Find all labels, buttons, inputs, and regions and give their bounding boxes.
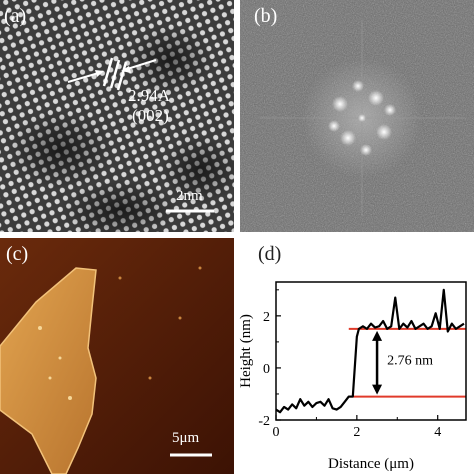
panel-label-b: (b)	[254, 5, 278, 27]
x-tick-label: 4	[434, 425, 441, 440]
height-profile-line	[275, 288, 465, 414]
arrow-head-down	[372, 384, 383, 395]
afm-image	[0, 238, 234, 474]
panel-label-c: (c)	[6, 243, 29, 265]
diffraction-spots	[328, 80, 396, 156]
scale-bar-label: 5μm	[172, 430, 200, 446]
height-profile-panel: 2.76 nm 0 2 4 -2 0 2 Distance (μm) Height (nm…	[234, 238, 474, 474]
plot-frame	[275, 281, 467, 421]
x-tick-label: 2	[353, 425, 360, 440]
hrtem-panel: (a) 2.94A (002) 2nm	[0, 0, 234, 232]
x-axis-label: Distance (μm)	[328, 456, 414, 472]
arrow-head-up	[372, 330, 383, 341]
d-spacing-label: 2.94A	[128, 86, 171, 105]
fft-pattern	[240, 0, 474, 232]
x-tick-label: 0	[273, 425, 280, 440]
y-tick-label: -2	[258, 414, 270, 429]
afm-panel: (c) 5μm	[0, 238, 234, 474]
y-axis-label: Height (nm)	[238, 314, 254, 388]
y-tick-label: 2	[263, 310, 270, 325]
panel-label-a: (a)	[4, 5, 27, 27]
lattice-image	[0, 0, 234, 232]
annotation-layer: 2.76 nm	[372, 330, 433, 395]
height-annotation: 2.76 nm	[387, 354, 433, 369]
series-layer	[275, 288, 465, 414]
y-tick-label: 0	[263, 362, 270, 377]
lattice-spacing-marker	[67, 57, 157, 91]
fft-panel: (b)	[240, 0, 474, 232]
height-profile-chart: 2.76 nm 0 2 4-202 Distance (μm) Height (nm…	[238, 281, 467, 472]
scale-bar-label: 2nm	[176, 188, 203, 204]
flake-region	[0, 267, 97, 474]
crystal-plane-label: (002)	[132, 106, 169, 125]
axes-layer: 0 2 4-202	[258, 281, 467, 440]
panel-label-d: (d)	[258, 243, 282, 265]
